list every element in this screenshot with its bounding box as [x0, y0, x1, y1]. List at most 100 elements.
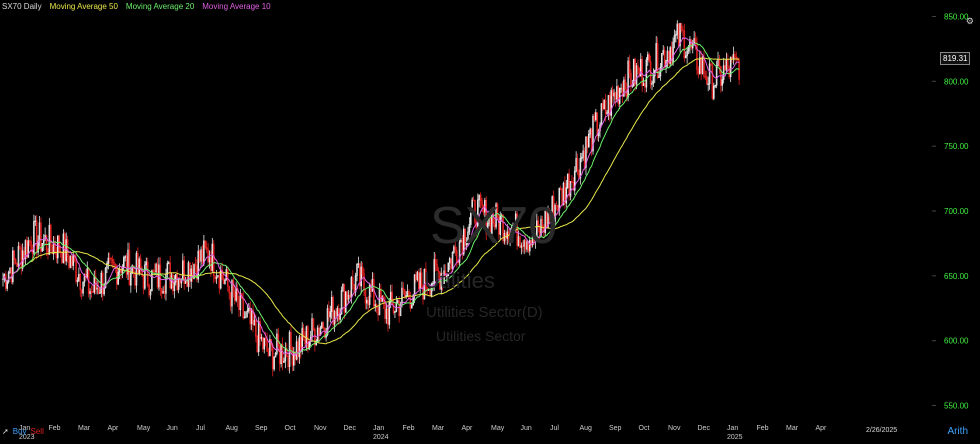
candle-body — [451, 252, 454, 269]
candle-body — [155, 263, 157, 273]
candle-body — [662, 50, 665, 54]
candle-body — [398, 300, 400, 317]
candle-body — [174, 274, 177, 283]
candle-body — [169, 262, 171, 289]
candle-body — [458, 241, 461, 263]
candle-body — [697, 69, 700, 74]
candle-body — [434, 259, 437, 265]
candle-body — [277, 333, 280, 347]
candle-body — [394, 311, 396, 313]
candle-body — [90, 291, 93, 293]
candle-body — [402, 287, 405, 291]
candle-body — [30, 241, 32, 251]
candle-body — [145, 261, 148, 266]
candle-body — [729, 56, 732, 78]
candle-body — [403, 289, 406, 298]
candle-body — [454, 246, 457, 251]
candle-body — [222, 278, 225, 284]
candle-body — [505, 232, 507, 239]
candle-body — [328, 308, 330, 318]
candle-body — [446, 275, 448, 278]
candle-body — [656, 43, 659, 79]
candle-body — [242, 298, 245, 319]
candle-body — [658, 75, 660, 79]
candle-body — [474, 199, 476, 224]
candle-body — [52, 242, 55, 254]
candle-body — [162, 291, 164, 294]
x-tick-label: Apr — [816, 425, 828, 432]
candle-body — [363, 273, 365, 290]
candle-body — [12, 250, 14, 283]
candle-body — [715, 65, 718, 86]
candle-body — [221, 269, 223, 279]
candle-body — [585, 136, 587, 168]
candle-body — [212, 243, 215, 276]
candle-body — [551, 196, 554, 214]
candle-body — [71, 255, 73, 266]
scale-mode-button[interactable]: Arith — [947, 426, 968, 437]
candle-body — [616, 86, 618, 100]
sell-button[interactable]: Sell — [30, 427, 44, 436]
candle-body — [339, 313, 341, 320]
candle-body — [83, 274, 86, 283]
candle-body — [35, 220, 38, 253]
candle-body — [246, 310, 249, 313]
candle-body — [330, 296, 333, 312]
candle-body — [448, 258, 451, 264]
candle-body — [684, 55, 687, 59]
candle-body — [593, 115, 596, 121]
candle-body — [7, 272, 10, 283]
candle-body — [21, 250, 24, 269]
candle-body — [326, 308, 329, 336]
candle-body — [573, 170, 576, 191]
candle-body — [45, 234, 48, 251]
candle-body — [16, 263, 18, 267]
candle-body — [349, 294, 351, 298]
candle-body — [110, 257, 112, 260]
candle-body — [620, 87, 622, 90]
candle-body — [453, 246, 455, 253]
candle-body — [618, 87, 621, 104]
candle-body — [75, 260, 77, 282]
candle-body — [191, 268, 194, 279]
candle-body — [266, 338, 268, 352]
x-tick-label: Feb — [49, 425, 61, 432]
candle-body — [526, 241, 528, 250]
settings-icon[interactable]: ⚙ — [965, 16, 974, 26]
buy-button[interactable]: Buy — [12, 427, 27, 436]
x-tick-label: Feb — [403, 425, 415, 432]
candle-body — [114, 264, 117, 267]
candle-body — [609, 95, 611, 116]
candle-body — [623, 79, 625, 97]
candle-body — [571, 181, 573, 184]
candle-body — [420, 272, 423, 288]
candle-body — [79, 274, 82, 290]
candle-body — [132, 265, 135, 272]
ma50-line — [2, 57, 740, 345]
candle-body — [82, 281, 84, 294]
y-tick-label: 550.00 — [944, 402, 969, 411]
candle-body — [462, 228, 465, 255]
candle-body — [675, 34, 677, 36]
cursor-icon[interactable]: ➚ — [2, 427, 9, 436]
candle-body — [201, 249, 204, 264]
y-tick-label: 700.00 — [944, 207, 969, 216]
x-tick-label: Aug — [580, 425, 593, 432]
candle-body — [540, 219, 542, 236]
candle-body — [495, 203, 497, 228]
candle-body — [323, 327, 326, 338]
candle-body — [333, 311, 336, 325]
x-tick-label: Oct — [639, 425, 650, 432]
candle-body — [359, 263, 361, 287]
candle-body — [661, 53, 663, 68]
legend-ma10: Moving Average 10 — [202, 2, 271, 11]
candle-body — [481, 200, 483, 206]
candle-body — [631, 85, 634, 87]
candle-body — [732, 54, 735, 59]
candle-body — [329, 311, 332, 318]
y-tick-label: 600.00 — [944, 337, 969, 346]
candle-body — [249, 308, 252, 325]
candle-body — [49, 224, 52, 246]
candle-body — [502, 214, 504, 242]
candle-body — [554, 205, 556, 223]
